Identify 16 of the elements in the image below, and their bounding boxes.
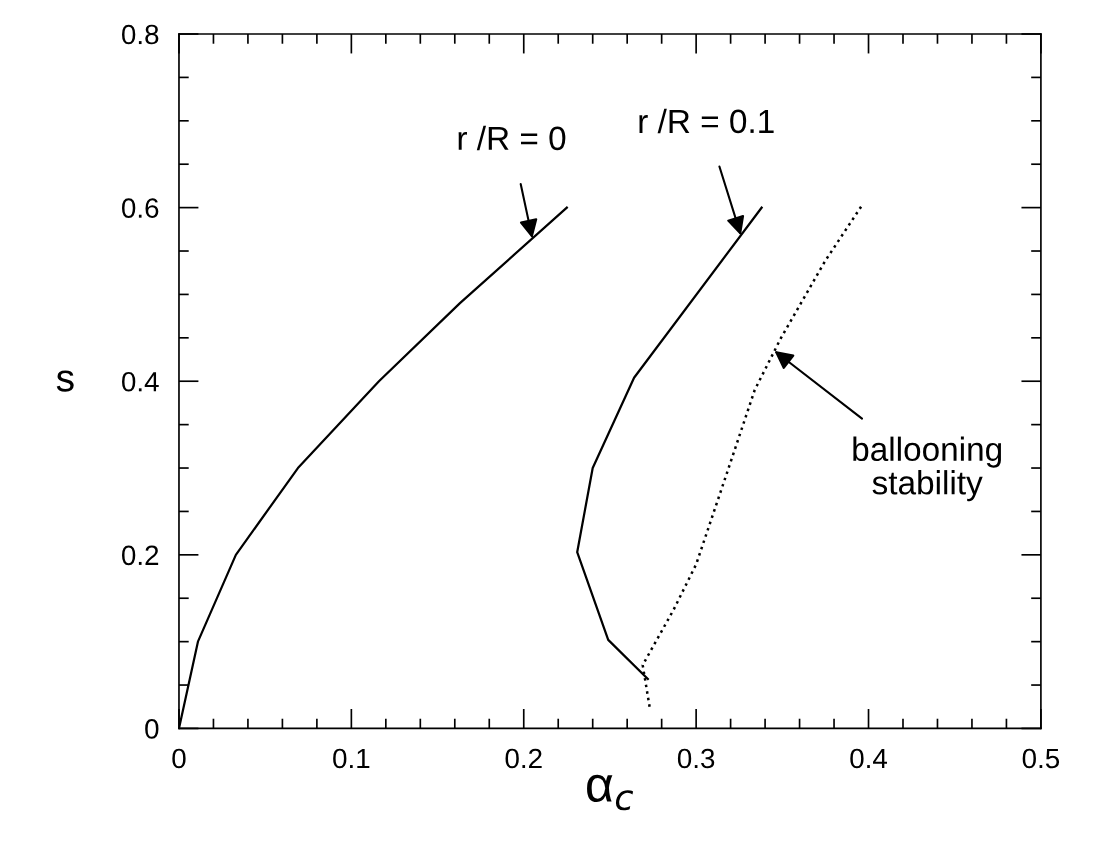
annotation: ballooning stability <box>853 436 1002 502</box>
x-tick-label: 0 <box>172 748 186 769</box>
annotation: r /R = 0 <box>458 125 566 151</box>
x-tick-label: 0.1 <box>333 748 370 769</box>
y-tick-label: 0.6 <box>122 198 159 218</box>
y-axis-title: s <box>56 370 74 392</box>
y-tick-label: 0.8 <box>122 24 159 45</box>
y-tick-label: 0 <box>145 719 159 739</box>
y-tick-label: 0.2 <box>122 545 159 566</box>
annotation: r /R = 0.1 <box>639 108 774 134</box>
x-tick-label: 0.5 <box>1022 748 1060 769</box>
x-tick-label: 0.3 <box>677 748 715 769</box>
x-tick-label: 0.2 <box>505 748 542 769</box>
x-axis-title: α$_{c}$ <box>587 774 634 811</box>
y-tick-label: 0.4 <box>122 371 159 392</box>
x-tick-label: 0.4 <box>850 748 888 769</box>
